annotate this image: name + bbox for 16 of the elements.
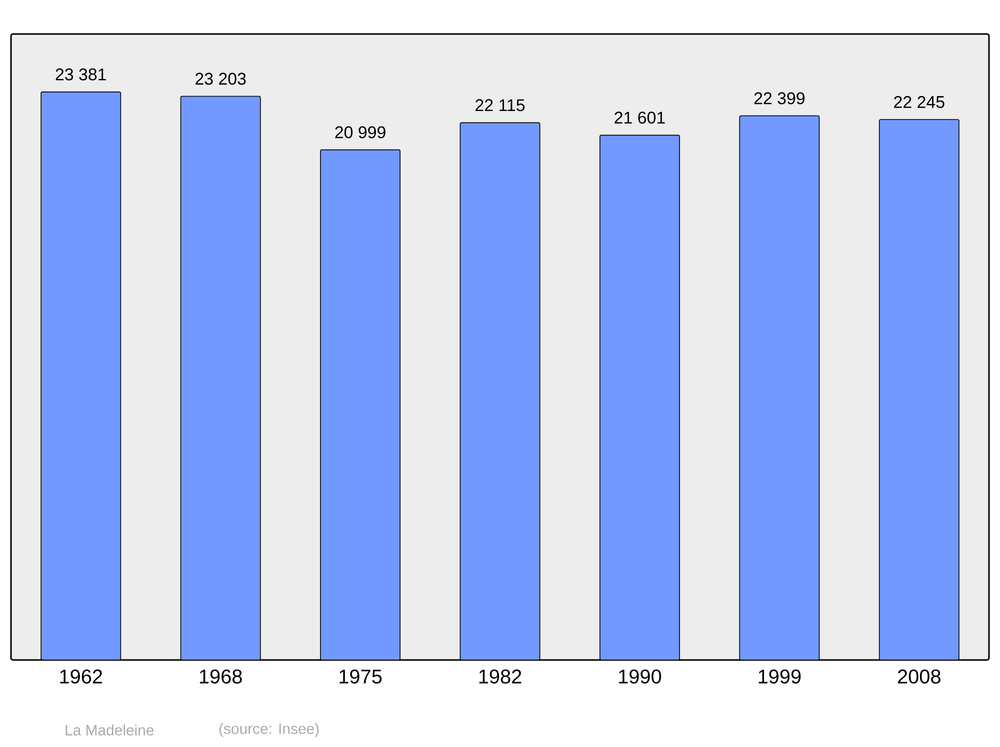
text: La Madeleine xyxy=(66,724,154,736)
x-tick-label: 1982 xyxy=(479,670,522,684)
data-label: 21 601 xyxy=(614,112,665,124)
x-tick-label: 1999 xyxy=(758,670,801,684)
x-tick-label: 1968 xyxy=(200,670,242,684)
data-label: 23 203 xyxy=(196,72,246,85)
data-label: 22 115 xyxy=(476,99,525,112)
data-label: 20 999 xyxy=(335,126,386,138)
x-tick-label: 1975 xyxy=(340,670,382,684)
data-label: 22 245 xyxy=(894,96,944,108)
data-label: 22 399 xyxy=(754,92,805,104)
x-tick-label: 1962 xyxy=(60,670,102,684)
text: (source: Insee) xyxy=(219,723,319,737)
x-tick-label: 2008 xyxy=(898,670,940,684)
data-label: 23 381 xyxy=(56,68,106,80)
x-tick-label: 1990 xyxy=(619,670,662,684)
